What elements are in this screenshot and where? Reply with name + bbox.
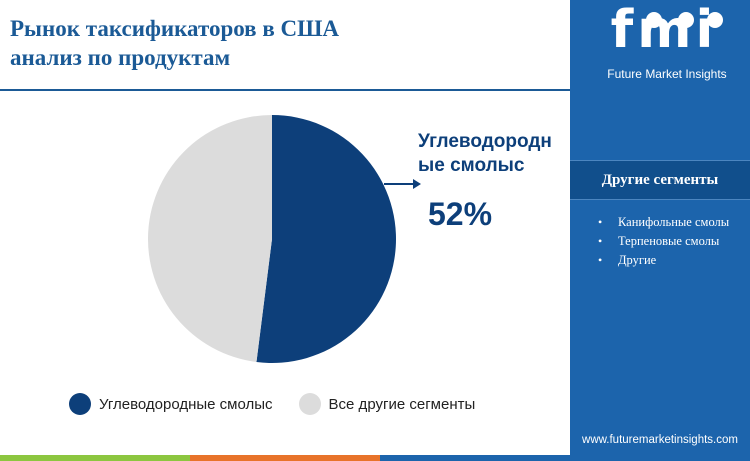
- chart-title: Рынок таксификаторов в США анализ по про…: [10, 14, 550, 72]
- pie-chart: [148, 115, 421, 363]
- logo-globe-icons: [646, 12, 723, 28]
- legend: Углеводородные смолыс Все другие сегмент…: [69, 393, 501, 415]
- legend-label-others: Все другие сегменты: [328, 395, 476, 413]
- sidebar-panel: fmi Future Market Insights Другие сегмен…: [570, 0, 750, 461]
- callout-arrow: [384, 179, 421, 189]
- legend-item-others: Все другие сегменты: [298, 393, 476, 415]
- pie-slices: [148, 115, 396, 363]
- chart-title-line-1: Рынок таксификаторов в США: [10, 16, 339, 41]
- legend-swatch-others: [298, 393, 321, 415]
- pie-slice-0: [256, 115, 396, 363]
- legend-swatch-hydrocarbon: [69, 393, 91, 415]
- title-divider: [0, 89, 570, 91]
- fmi-logo: fmi: [610, 0, 718, 60]
- other-segments-header: Другие сегменты: [570, 160, 750, 200]
- logo-subtitle: Future Market Insights: [607, 67, 727, 81]
- bottom-bar-segment-orange: [190, 455, 380, 461]
- callout-label: Углеводородн ые смолыс: [418, 131, 552, 176]
- segment-item: Терпеновые смолы: [598, 233, 746, 250]
- segment-item: Другие: [598, 252, 746, 269]
- legend-item-hydrocarbon: Углеводородные смолыс: [69, 393, 273, 415]
- pie-slice-1: [148, 115, 272, 363]
- other-segments-list: Канифольные смолы Терпеновые смолы Други…: [598, 214, 746, 271]
- bottom-color-bar: [0, 455, 570, 461]
- bottom-bar-segment-blue: [380, 455, 570, 461]
- chart-title-line-2: анализ по продуктам: [10, 45, 231, 70]
- callout-value: 52%: [428, 196, 493, 232]
- legend-label-hydrocarbon: Углеводородные смолыс: [99, 395, 273, 413]
- bottom-bar-segment-green: [0, 455, 190, 461]
- website-link[interactable]: www.futuremarketinsights.com: [582, 434, 738, 446]
- segment-item: Канифольные смолы: [598, 214, 746, 231]
